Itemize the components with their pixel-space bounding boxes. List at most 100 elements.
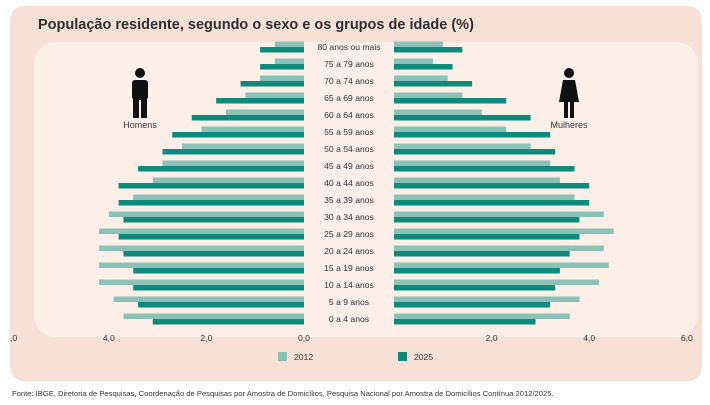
x-tick-label: 4,0 — [103, 333, 115, 343]
bar-homens-2012-9 — [133, 194, 304, 200]
source-note: Fonte: IBGE, Diretoria de Pesquisas, Coo… — [12, 389, 554, 398]
bar-homens-2025-5 — [172, 132, 304, 138]
bar-mulheres-2025-6 — [394, 149, 556, 155]
age-group-label: 5 a 9 anos — [329, 297, 369, 307]
bar-homens-2012-15 — [113, 296, 305, 302]
bar-mulheres-2025-14 — [394, 285, 556, 291]
bar-mulheres-2025-8 — [394, 183, 590, 189]
age-group-label: 20 a 24 anos — [324, 246, 374, 256]
legend-label-2012: 2012 — [294, 352, 313, 362]
age-group-label: 10 a 14 anos — [324, 280, 374, 290]
bar-homens-2025-12 — [123, 251, 304, 257]
bar-homens-2012-5 — [201, 126, 304, 132]
bar-mulheres-2012-3 — [394, 92, 463, 98]
x-tick-label: 0,0 — [298, 333, 310, 343]
bar-mulheres-2012-5 — [394, 126, 507, 132]
bar-homens-2025-1 — [260, 64, 304, 70]
bar-homens-2012-14 — [99, 279, 304, 285]
x-tick-label: 6,0 — [681, 333, 693, 343]
bar-homens-2025-15 — [138, 302, 304, 308]
bar-mulheres-2025-0 — [394, 47, 463, 53]
bar-homens-2025-3 — [216, 98, 304, 104]
bar-mulheres-2025-9 — [394, 200, 590, 206]
x-tick-label: 6,0 — [10, 333, 17, 343]
age-group-label: 35 a 39 anos — [324, 195, 374, 205]
age-group-label: 80 anos ou mais — [317, 42, 380, 52]
bar-homens-2025-14 — [133, 285, 304, 291]
bar-homens-2025-10 — [123, 217, 304, 223]
age-group-label: 0 a 4 anos — [329, 314, 369, 324]
age-group-label: 50 a 54 anos — [324, 144, 374, 154]
bar-mulheres-2012-11 — [394, 228, 614, 234]
bar-homens-2025-13 — [133, 268, 304, 274]
homens-label: Homens — [123, 120, 157, 130]
bar-mulheres-2012-2 — [394, 75, 448, 81]
bar-mulheres-2012-4 — [394, 109, 482, 115]
bar-homens-2025-11 — [118, 234, 304, 240]
bar-mulheres-2025-3 — [394, 98, 507, 104]
bar-mulheres-2025-12 — [394, 251, 570, 257]
bar-homens-2012-11 — [99, 228, 304, 234]
age-group-label: 70 a 74 anos — [324, 76, 374, 86]
bar-homens-2025-8 — [118, 183, 304, 189]
age-group-label: 55 a 59 anos — [324, 127, 374, 137]
bar-homens-2012-13 — [99, 262, 304, 268]
bar-mulheres-2025-7 — [394, 166, 575, 172]
bar-homens-2025-16 — [152, 319, 304, 325]
bar-homens-2012-4 — [225, 109, 304, 115]
population-pyramid-chart: 80 anos ou mais 75 a 79 anos 70 a 74 anos 6… — [10, 41, 693, 362]
bar-mulheres-2025-11 — [394, 234, 580, 240]
bar-mulheres-2012-8 — [394, 177, 560, 183]
bar-mulheres-2012-0 — [394, 41, 443, 47]
age-group-label: 30 a 34 anos — [324, 212, 374, 222]
bar-mulheres-2025-13 — [394, 268, 560, 274]
bar-homens-2012-1 — [274, 58, 304, 64]
legend-swatch-2025 — [398, 352, 407, 361]
chart-title: População residente, segundo o sexo e os… — [38, 17, 474, 33]
bar-homens-2025-4 — [191, 115, 304, 121]
bar-homens-2025-6 — [162, 149, 304, 155]
bar-homens-2012-2 — [260, 75, 304, 81]
bar-mulheres-2012-14 — [394, 279, 599, 285]
bar-mulheres-2025-16 — [394, 319, 536, 325]
bar-homens-2025-2 — [240, 81, 304, 87]
bar-homens-2025-7 — [138, 166, 304, 172]
bar-mulheres-2012-15 — [394, 296, 580, 302]
bar-homens-2012-10 — [108, 211, 304, 217]
legend-label-2025: 2025 — [414, 352, 433, 362]
bar-homens-2025-9 — [118, 200, 304, 206]
bar-homens-2012-7 — [162, 160, 304, 166]
bar-mulheres-2012-12 — [394, 245, 604, 251]
bar-mulheres-2025-10 — [394, 217, 580, 223]
male-person-icon — [132, 68, 148, 118]
bar-mulheres-2012-16 — [394, 313, 570, 319]
bar-mulheres-2012-13 — [394, 262, 609, 268]
bar-homens-2012-12 — [99, 245, 304, 251]
female-person-icon — [559, 68, 579, 118]
age-group-label: 15 a 19 anos — [324, 263, 374, 273]
age-group-label: 60 a 64 anos — [324, 110, 374, 120]
bar-mulheres-2012-6 — [394, 143, 531, 149]
x-tick-label: 2,0 — [486, 333, 498, 343]
age-group-label: 65 a 69 anos — [324, 93, 374, 103]
bar-homens-2012-8 — [152, 177, 304, 183]
chart-card: População residente, segundo o sexo e os… — [10, 6, 702, 381]
bar-mulheres-2012-10 — [394, 211, 604, 217]
age-group-label: 40 a 44 anos — [324, 178, 374, 188]
bar-mulheres-2025-2 — [394, 81, 473, 87]
age-group-label: 75 a 79 anos — [324, 59, 374, 69]
age-group-label: 25 a 29 anos — [324, 229, 374, 239]
bar-mulheres-2025-4 — [394, 115, 531, 121]
bar-homens-2025-0 — [260, 47, 304, 53]
bar-mulheres-2025-15 — [394, 302, 551, 308]
bar-mulheres-2012-7 — [394, 160, 551, 166]
bar-mulheres-2012-1 — [394, 58, 434, 64]
bar-mulheres-2025-1 — [394, 64, 453, 70]
bar-mulheres-2012-9 — [394, 194, 575, 200]
bar-homens-2012-0 — [274, 41, 304, 47]
x-tick-label: 2,0 — [200, 333, 212, 343]
bar-homens-2012-3 — [245, 92, 304, 98]
bar-mulheres-2025-5 — [394, 132, 551, 138]
mulheres-label: Mulheres — [550, 120, 588, 130]
legend-swatch-2012 — [278, 352, 287, 361]
